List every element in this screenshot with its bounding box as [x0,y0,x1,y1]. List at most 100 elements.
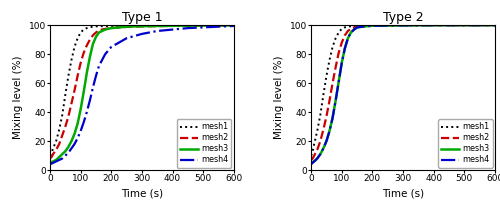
mesh1 [84,27,90,29]
mesh2 [354,25,360,28]
mesh3 [93,35,99,38]
mesh1 [78,31,84,34]
mesh2 [93,31,99,34]
mesh1 [430,24,436,26]
mesh3 [314,157,320,160]
mesh4 [311,160,317,163]
mesh3 [124,25,130,28]
mesh3 [231,24,237,27]
mesh3 [80,91,86,93]
mesh3 [66,146,71,148]
mesh4 [50,162,56,164]
mesh2 [74,75,80,77]
mesh3 [102,28,108,31]
mesh3 [78,108,84,110]
mesh3 [351,28,357,31]
mesh4 [332,99,338,102]
mesh2 [53,148,59,151]
mesh2 [80,51,86,54]
mesh2 [200,24,206,27]
mesh4 [351,28,357,31]
mesh1 [200,24,206,27]
Title: Type 2: Type 2 [382,11,424,24]
mesh3 [48,161,54,163]
mesh1 [68,59,74,61]
mesh4 [84,111,90,113]
mesh3 [170,25,175,27]
mesh4 [336,80,342,83]
mesh3 [56,156,62,158]
mesh4 [60,157,66,160]
mesh1 [74,37,80,39]
mesh4 [72,143,78,145]
mesh3 [462,24,468,26]
mesh2 [90,34,96,37]
mesh3 [342,47,348,50]
mesh4 [78,130,84,132]
mesh2 [60,134,66,136]
mesh4 [80,121,86,123]
mesh3 [96,31,102,34]
mesh2 [351,26,357,29]
mesh2 [364,25,370,27]
mesh4 [314,157,320,160]
mesh2 [320,128,326,131]
mesh1 [324,75,330,77]
mesh2 [324,115,330,118]
mesh2 [56,143,62,145]
mesh1 [332,37,338,39]
mesh1 [348,25,354,28]
mesh3 [318,153,324,155]
mesh4 [370,25,376,27]
mesh3 [139,25,145,28]
mesh3 [348,31,354,34]
Legend: mesh1, mesh2, mesh3, mesh4: mesh1, mesh2, mesh3, mesh4 [177,119,232,168]
mesh4 [318,153,324,155]
mesh2 [332,66,338,68]
mesh4 [154,30,160,32]
mesh3 [308,162,314,164]
mesh2 [311,154,317,157]
mesh4 [430,24,436,26]
Title: Type 1: Type 1 [122,11,162,24]
mesh4 [200,26,206,29]
mesh3 [53,159,59,161]
mesh4 [124,37,130,39]
mesh1 [80,28,86,31]
mesh4 [364,25,370,28]
mesh3 [320,147,326,150]
mesh3 [60,153,66,155]
mesh4 [66,151,71,154]
mesh4 [108,46,114,48]
mesh4 [339,62,345,64]
mesh1 [318,114,324,116]
mesh4 [139,33,145,35]
mesh1 [87,26,93,29]
mesh1 [66,75,71,77]
mesh3 [384,24,390,27]
mesh3 [326,130,332,132]
mesh1 [93,25,99,28]
mesh1 [90,25,96,28]
Line: mesh3: mesh3 [50,25,234,163]
mesh4 [62,154,68,157]
mesh2 [430,24,436,26]
mesh4 [87,99,93,102]
mesh2 [462,24,468,26]
mesh3 [339,62,345,64]
mesh1 [345,25,351,28]
mesh3 [354,26,360,29]
mesh2 [370,24,376,27]
mesh3 [400,24,406,27]
mesh2 [62,125,68,128]
mesh1 [60,114,66,116]
mesh1 [108,25,114,27]
mesh2 [102,28,108,30]
mesh4 [400,24,406,27]
mesh4 [96,64,102,67]
mesh4 [68,147,74,150]
Legend: mesh1, mesh2, mesh3, mesh4: mesh1, mesh2, mesh3, mesh4 [438,119,492,168]
mesh3 [330,117,336,119]
Y-axis label: Mixing level (%): Mixing level (%) [13,56,23,139]
Line: mesh3: mesh3 [311,25,495,163]
